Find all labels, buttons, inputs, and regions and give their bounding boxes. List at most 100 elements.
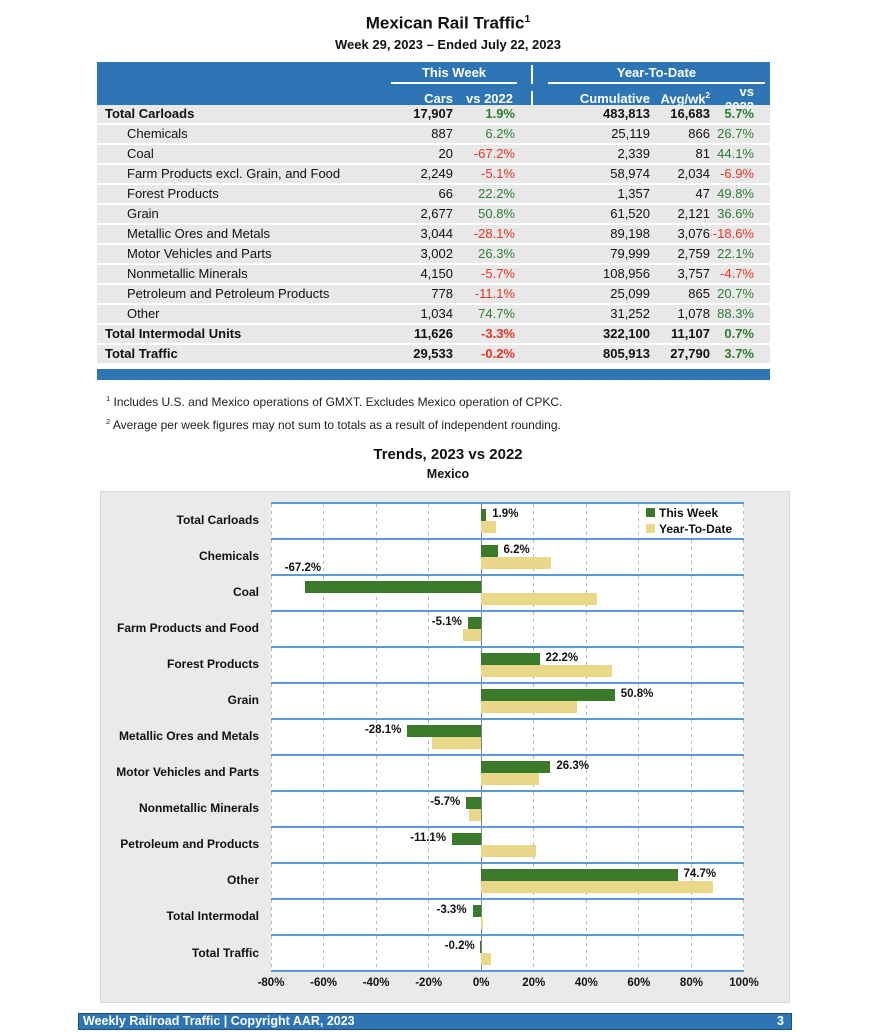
table-row: Grain 2,677 50.8% 61,520 2,121 36.6% <box>97 204 770 225</box>
gridline <box>271 575 272 610</box>
group-header-year-to-date: Year-To-Date <box>533 65 770 84</box>
data-label: -0.2% <box>444 939 475 952</box>
gridline <box>428 683 430 718</box>
week-vs-2022-value: 50.8% <box>478 206 515 222</box>
table-bottom-rule <box>97 368 770 380</box>
chart-category-row: Grain 50.8% <box>101 681 789 718</box>
data-label: -3.3% <box>436 903 467 916</box>
ytd-vs-2022-value: 88.3% <box>717 306 754 322</box>
cars-value: 20 <box>438 146 453 162</box>
zero-line <box>480 791 482 826</box>
report-page: Mexican Rail Traffic1 Week 29, 2023 – En… <box>0 8 896 1030</box>
gridline <box>375 539 377 574</box>
cars-value: 3,002 <box>420 246 453 262</box>
table-row: Coal 20 -67.2% 2,339 81 44.1% <box>97 144 770 165</box>
week-vs-2022-value: 26.3% <box>478 246 515 262</box>
avg-wk-value: 81 <box>695 146 710 162</box>
ytd-vs-2022-value: -4.7% <box>720 266 754 282</box>
table-row: Total Carloads 17,907 1.9% 483,813 16,68… <box>97 104 770 125</box>
gridline <box>690 611 692 646</box>
gridline <box>690 575 692 610</box>
row-label: Metallic Ores and Metals <box>127 226 271 242</box>
year-to-date-bar <box>432 736 482 749</box>
page-subtitle: Week 29, 2023 – Ended July 22, 2023 <box>335 36 561 52</box>
category-band: 50.8% <box>271 681 744 718</box>
row-label: Total Traffic <box>105 346 178 362</box>
gridline <box>271 683 272 718</box>
category-band: -67.2% <box>271 562 744 610</box>
gridline <box>743 611 744 646</box>
gridline <box>375 791 377 826</box>
category-band: -0.2% <box>271 933 744 972</box>
ytd-vs-2022-value: 22.1% <box>717 246 754 262</box>
gridline <box>638 899 640 934</box>
chart-category-row: Nonmetallic Minerals -5.7% <box>101 789 789 826</box>
avg-wk-value: 2,034 <box>677 166 710 182</box>
cars-value: 3,044 <box>420 226 453 242</box>
table-row: Metallic Ores and Metals 3,044 -28.1% 89… <box>97 224 770 245</box>
category-band: -11.1% <box>271 825 744 862</box>
year-to-date-bar <box>481 844 536 857</box>
gridline <box>585 827 587 862</box>
gridline <box>271 719 272 754</box>
x-tick-label: 80% <box>679 976 703 989</box>
ytd-vs-2022-value: 0.7% <box>724 326 754 342</box>
col-header-cars: Cars <box>424 91 453 107</box>
this-week-bar <box>481 688 615 701</box>
legend-swatch <box>646 524 655 534</box>
week-vs-2022-value: 1.9% <box>485 106 515 122</box>
chart-category-row: Total Traffic -0.2% <box>101 933 789 972</box>
table-row: Chemicals 887 6.2% 25,119 866 26.7% <box>97 124 770 145</box>
cars-value: 11,626 <box>413 326 453 342</box>
year-to-date-bar <box>481 952 491 965</box>
gridline <box>428 863 430 898</box>
legend-label: Year-To-Date <box>659 521 733 536</box>
gridline <box>271 863 272 898</box>
gridline <box>375 755 377 790</box>
category-band: -5.1% <box>271 609 744 646</box>
footnotes: 1 Includes U.S. and Mexico operations of… <box>106 389 896 435</box>
chart-category-row: Total Carloads 1.9% <box>101 501 789 538</box>
chart-subtitle: Mexico <box>426 466 470 481</box>
gridline <box>375 719 377 754</box>
gridline <box>690 935 692 970</box>
gridline <box>638 575 640 610</box>
table-header: This Week Year-To-Date Cars vs 2022 Cumu… <box>97 61 770 114</box>
gridline <box>271 899 272 934</box>
gridline <box>743 683 744 718</box>
gridline <box>533 719 535 754</box>
gridline <box>585 719 587 754</box>
avg-wk-value: 1,078 <box>677 306 710 322</box>
row-label: Total Intermodal Units <box>105 326 242 342</box>
this-week-bar <box>480 940 482 953</box>
gridline <box>585 935 587 970</box>
row-label: Grain <box>127 206 159 222</box>
category-label: Farm Products and Food <box>116 620 259 635</box>
gridline <box>638 647 640 682</box>
gridline <box>428 611 430 646</box>
category-band: 6.2% <box>271 537 744 574</box>
year-to-date-bar <box>463 628 482 641</box>
avg-wk-value: 27,790 <box>670 346 710 362</box>
gridline <box>323 647 325 682</box>
cumulative-value: 805,913 <box>603 346 650 362</box>
data-label: -67.2% <box>284 561 322 574</box>
gridline <box>375 935 377 970</box>
gridline <box>323 935 325 970</box>
avg-wk-value: 2,121 <box>677 206 710 222</box>
gridline <box>638 539 640 574</box>
gridline <box>428 791 430 826</box>
year-to-date-bar <box>481 916 484 929</box>
week-vs-2022-value: -3.3% <box>481 326 515 342</box>
gridline <box>743 935 744 970</box>
category-label: Total Carloads <box>176 512 259 527</box>
chart-title: Trends, 2023 vs 2022 <box>373 445 523 463</box>
gridline <box>323 791 325 826</box>
this-week-bar <box>407 724 482 737</box>
chart-category-row: Motor Vehicles and Parts 26.3% <box>101 753 789 790</box>
cumulative-value: 89,198 <box>610 226 650 242</box>
category-label: Petroleum and Products <box>120 836 259 851</box>
footnote-1: 1 Includes U.S. and Mexico operations of… <box>106 393 563 409</box>
gridline <box>638 719 640 754</box>
gridline <box>743 827 744 862</box>
